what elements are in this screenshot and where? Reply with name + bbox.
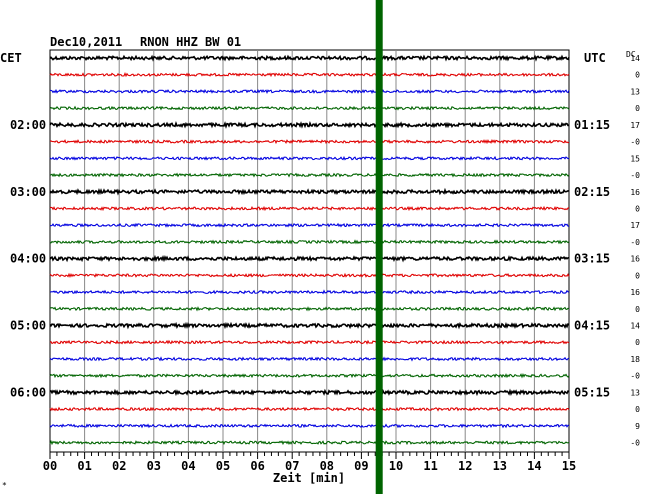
trace-row [49,187,570,196]
trace-row [49,172,570,178]
x-tick-label: 11 [423,459,437,473]
dc-value: 13 [630,388,640,397]
dc-value: 17 [630,121,640,130]
x-tick-label: 13 [493,459,507,473]
x-tick-label: 02 [112,459,126,473]
dc-value: 16 [630,188,640,197]
trace-row [49,272,570,278]
trace-row [49,254,570,263]
trace-row [49,373,570,379]
x-tick-label: 03 [147,459,161,473]
trace-row [49,155,570,161]
trace-row [49,205,570,212]
seismic-traces [49,54,570,446]
trace-row [49,321,570,330]
dc-value: -0 [630,439,640,448]
trace-row [49,121,569,129]
trace-row [49,406,570,412]
trace-row [49,356,570,362]
trace-row [49,54,570,62]
left-timezone-label: CET [0,51,22,65]
dc-value: 0 [635,271,640,280]
left-hour-label: 03:00 [10,185,46,199]
left-hour-label: 06:00 [10,385,46,399]
x-axis-label: Zeit [min] [273,471,345,485]
x-tick-label: 12 [458,459,472,473]
station-id: RNON HHZ BW 01 [140,35,241,49]
x-tick-label: 09 [354,459,368,473]
x-tick-label: 14 [527,459,541,473]
trace-row [49,339,570,345]
x-tick-label: 04 [181,459,195,473]
x-tick-label: 00 [43,459,57,473]
dc-value: 9 [635,422,640,431]
dc-value: 16 [630,288,640,297]
x-tick-label: 01 [77,459,91,473]
dc-value: 0 [635,71,640,80]
trace-row [49,239,570,245]
dc-value: 14 [630,54,640,63]
trace-row [49,388,570,397]
right-hour-label: 01:15 [574,118,610,132]
left-hour-label: 02:00 [10,118,46,132]
dc-value: 0 [635,338,640,347]
trace-row [49,105,570,111]
event-marker [375,0,383,494]
plot-frame [49,49,570,453]
dc-label: DC [626,50,636,59]
dc-value: 0 [635,305,640,314]
trace-row [49,423,570,429]
x-tick-label: 07 [285,459,299,473]
dc-value: -0 [630,138,640,147]
trace-row [49,72,570,78]
trace-row [49,88,570,95]
right-hour-label: 03:15 [574,252,610,266]
dc-value: 0 [635,204,640,213]
trace-row [49,439,570,446]
dc-value: 16 [630,255,640,264]
dc-value: 0 [635,405,640,414]
dc-value: 15 [630,154,640,163]
event-bar [375,0,383,494]
left-hour-label: 04:00 [10,252,46,266]
x-tick-label: 15 [562,459,576,473]
header: Dec10,2011 RNON HHZ BW 01 CET UTC DC Zei… [0,35,636,490]
axis-labels: 00 01 02 03 04 05 06 07 08 09 10 11 12 13 14 1514013017… [10,54,640,473]
trace-row [49,306,570,312]
x-tick-label: 06 [250,459,264,473]
right-hour-label: 05:15 [574,385,610,399]
dc-value: 14 [630,322,640,331]
trace-row [49,289,570,295]
x-tick-label: 08 [320,459,334,473]
left-hour-label: 05:00 [10,319,46,333]
plot-grid [49,49,570,459]
plot-date: Dec10,2011 [50,35,122,49]
x-tick-label: 10 [389,459,403,473]
right-hour-label: 02:15 [574,185,610,199]
x-tick-label: 05 [216,459,230,473]
right-hour-label: 04:15 [574,319,610,333]
dc-value: -0 [630,372,640,381]
dc-value: 17 [630,221,640,230]
corner-mark: * [2,481,7,490]
right-timezone-label: UTC [584,51,606,65]
dc-value: 18 [630,355,640,364]
dc-value: 0 [635,104,640,113]
dc-value: -0 [630,171,640,180]
dc-value: 13 [630,87,640,96]
trace-row [49,139,570,145]
dc-value: -0 [630,238,640,247]
trace-row [49,222,570,228]
